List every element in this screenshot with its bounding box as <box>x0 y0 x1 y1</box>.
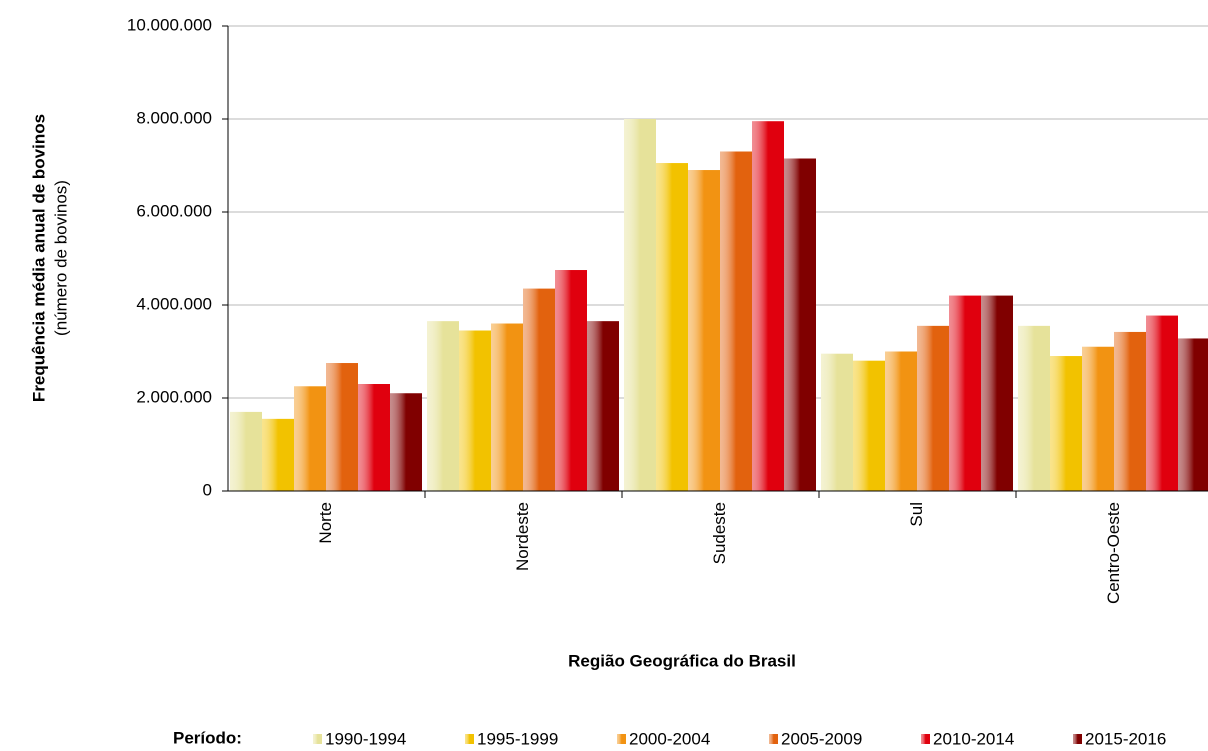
y-tick-label: 10.000.000 <box>127 15 212 34</box>
bar <box>262 418 294 491</box>
bar <box>784 158 816 491</box>
bar <box>981 295 1013 491</box>
y-axis-label: Frequência média anual de bovinos <box>29 114 48 402</box>
x-tick-label: Nordeste <box>513 502 532 571</box>
bar <box>949 295 981 491</box>
x-tick-label: Centro-Oeste <box>1104 502 1123 604</box>
bar <box>821 353 853 491</box>
bar <box>523 288 555 491</box>
y-tick-label: 4.000.000 <box>136 294 212 313</box>
x-axis-label: Região Geográfica do Brasil <box>568 651 796 670</box>
x-tick-label: Sudeste <box>710 502 729 564</box>
legend-swatch-shade <box>769 734 778 744</box>
bar <box>1114 331 1146 491</box>
bar <box>1018 325 1050 491</box>
bar <box>1050 356 1082 491</box>
bar <box>230 411 262 491</box>
bar <box>720 151 752 492</box>
bar <box>624 119 656 491</box>
legend-label: 2005-2009 <box>781 729 862 748</box>
legend-swatch-shade <box>921 734 930 744</box>
bar <box>326 363 358 491</box>
y-tick-label: 0 <box>203 480 212 499</box>
x-tick-label: Sul <box>907 502 926 527</box>
y-tick-label: 8.000.000 <box>136 108 212 127</box>
legend-title: Período: <box>173 728 242 747</box>
legend-label: 2000-2004 <box>629 729 710 748</box>
bar <box>752 121 784 491</box>
bar <box>427 321 459 491</box>
bar <box>1082 346 1114 491</box>
legend-swatch-shade <box>313 734 322 744</box>
x-tick-label: Norte <box>316 502 335 544</box>
bar <box>656 163 688 492</box>
y-tick-label: 6.000.000 <box>136 201 212 220</box>
bar <box>1178 338 1208 491</box>
legend-swatch-shade <box>617 734 626 744</box>
legend-swatch-shade <box>1073 734 1082 744</box>
y-axis-sublabel: (número de bovinos) <box>51 180 70 336</box>
bar <box>587 321 619 491</box>
bar <box>1146 315 1178 491</box>
legend-label: 2015-2016 <box>1085 729 1166 748</box>
bar <box>390 393 422 491</box>
legend-swatch-shade <box>465 734 474 744</box>
bar <box>917 325 949 491</box>
bar <box>853 360 885 491</box>
bar <box>294 386 326 491</box>
legend-label: 2010-2014 <box>933 729 1014 748</box>
legend-label: 1990-1994 <box>325 729 406 748</box>
bar <box>491 323 523 491</box>
y-tick-label: 2.000.000 <box>136 387 212 406</box>
legend-label: 1995-1999 <box>477 729 558 748</box>
bar <box>688 170 720 491</box>
bar <box>555 270 587 491</box>
bar <box>459 330 491 491</box>
bar <box>885 351 917 491</box>
bar <box>358 384 390 491</box>
